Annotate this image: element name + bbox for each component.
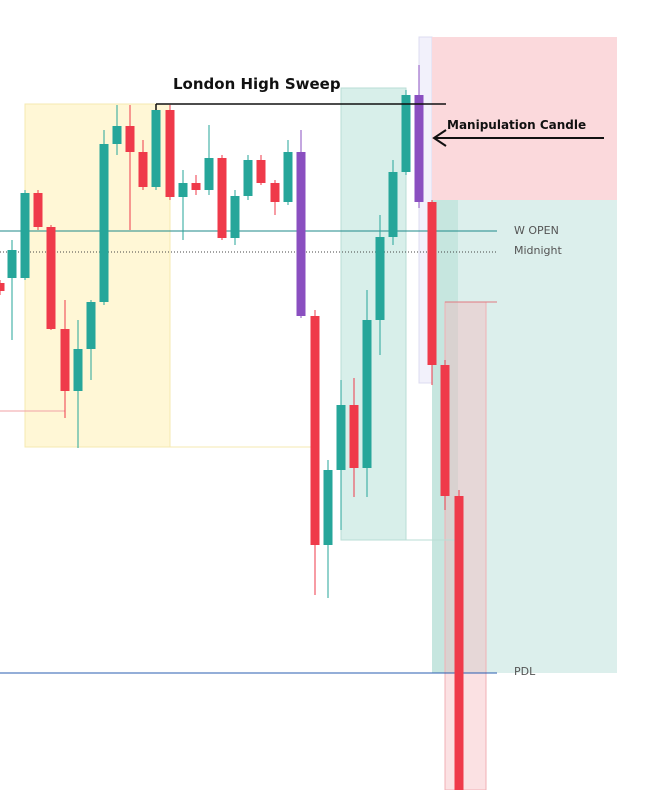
candle-body [296,152,306,316]
projection-box [444,301,487,790]
candle-body [7,250,17,278]
candle-body [440,365,450,496]
candle-body [336,405,346,470]
candle-body [310,316,320,545]
candle-body [99,144,109,302]
candle-body [73,349,83,391]
candle-body [33,193,43,227]
candle-body [125,126,135,152]
candle-body [401,95,411,172]
candle-body [427,202,437,365]
candle-body [375,237,385,320]
candle-body [138,152,148,187]
candle-body [46,227,56,329]
candle-body [230,196,240,238]
candle-body [243,160,253,196]
session-box [340,87,407,541]
candle-body [388,172,398,237]
candle-body [283,152,293,202]
candle-body [60,329,70,391]
candle-body [0,283,5,291]
candle-body [20,193,30,278]
candle-body [151,110,161,187]
candle-body [349,405,359,468]
candle-body [454,496,464,790]
candle-body [191,183,201,190]
candle-body [362,320,372,468]
candle-body [217,158,227,238]
candle-body [165,110,175,197]
candle-body [112,126,122,144]
candle-body [256,160,266,183]
candle-body [323,470,333,545]
candle-body [204,158,214,190]
level-label: PDL [514,665,536,678]
arrow [432,129,447,147]
candle-body [86,302,96,349]
candle-body [270,183,280,202]
candle-body [414,95,424,202]
candle-body [178,183,188,197]
supply-zone [432,37,617,200]
candles [0,65,464,790]
level-label: Midnight [514,244,563,257]
level-label: W OPEN [514,224,559,237]
annotation: Manipulation Candle [447,118,586,132]
annotation: London High Sweep [173,75,341,93]
